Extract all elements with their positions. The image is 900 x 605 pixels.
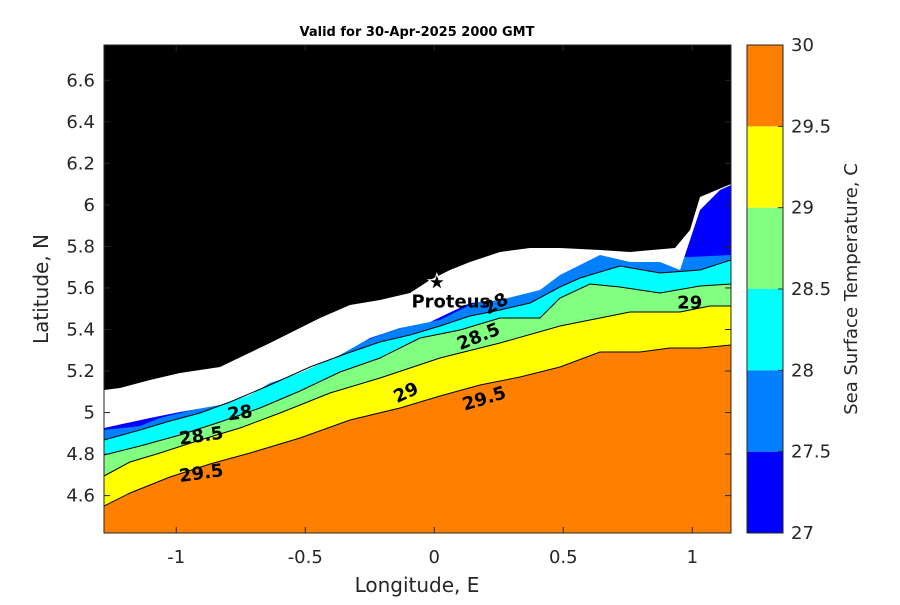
x-axis-label: Longitude, E bbox=[355, 573, 480, 597]
x-tick-label: -1 bbox=[167, 547, 185, 568]
y-tick-label: 6 bbox=[84, 195, 95, 216]
colorbar-label: Sea Surface Temperature, C bbox=[841, 163, 862, 415]
colorbar-tick-label: 27.5 bbox=[791, 442, 831, 463]
colorbar: 27 27.5 28 28.5 29 29.5 30 bbox=[746, 35, 831, 544]
chart-title: Valid for 30-Apr-2025 2000 GMT bbox=[300, 25, 535, 40]
y-tick-label: 5 bbox=[84, 403, 95, 424]
x-tick-label: 1 bbox=[687, 547, 698, 568]
contour-29-5 bbox=[104, 344, 731, 507]
y-tick-label: 4.8 bbox=[66, 444, 95, 465]
land-mass bbox=[104, 45, 731, 390]
colorbar-tick-label: 29 bbox=[791, 198, 814, 219]
contour-label: 28 bbox=[226, 401, 254, 425]
y-tick-label: 4.6 bbox=[66, 486, 95, 507]
y-tick-label: 6.2 bbox=[66, 153, 95, 174]
x-axis-ticks: -1 -0.5 0 0.5 1 bbox=[167, 45, 698, 568]
contour-28-5 bbox=[104, 283, 731, 456]
y-tick-label: 5.4 bbox=[66, 319, 95, 340]
x-tick-label: 0 bbox=[429, 547, 440, 568]
contour-28 bbox=[104, 259, 731, 441]
y-tick-label: 5.2 bbox=[66, 361, 95, 382]
y-axis-ticks: 4.6 4.8 5 5.2 5.4 5.6 5.8 6 6.2 6.4 6.6 bbox=[66, 70, 731, 507]
plot-area bbox=[104, 45, 731, 533]
colorbar-segment bbox=[747, 126, 783, 208]
colorbar-tick-label: 27 bbox=[791, 523, 814, 544]
x-tick-label: 0.5 bbox=[549, 547, 578, 568]
y-tick-label: 6.4 bbox=[66, 112, 95, 133]
y-tick-label: 5.8 bbox=[66, 236, 95, 257]
y-tick-label: 6.6 bbox=[66, 70, 95, 91]
colorbar-tick-label: 28 bbox=[791, 360, 814, 381]
x-tick-label: -0.5 bbox=[288, 547, 323, 568]
colorbar-segment bbox=[747, 289, 783, 371]
colorbar-tick-label: 30 bbox=[791, 35, 814, 56]
contour-label: 29 bbox=[677, 293, 702, 314]
contour-29 bbox=[104, 305, 731, 477]
station-star-icon: ★ bbox=[427, 271, 447, 296]
colorbar-segment bbox=[747, 207, 783, 289]
colorbar-segment bbox=[747, 45, 783, 127]
station-marker-group: ★Proteus bbox=[411, 270, 490, 313]
colorbar-tick-label: 29.5 bbox=[791, 116, 831, 137]
y-axis-label: Latitude, N bbox=[29, 234, 53, 344]
colorbar-segment bbox=[747, 451, 783, 533]
colorbar-tick-label: 28.5 bbox=[791, 279, 831, 300]
colorbar-segment bbox=[747, 370, 783, 452]
y-tick-label: 5.6 bbox=[66, 278, 95, 299]
station-label: Proteus bbox=[411, 292, 490, 313]
plot-frame bbox=[103, 44, 732, 534]
